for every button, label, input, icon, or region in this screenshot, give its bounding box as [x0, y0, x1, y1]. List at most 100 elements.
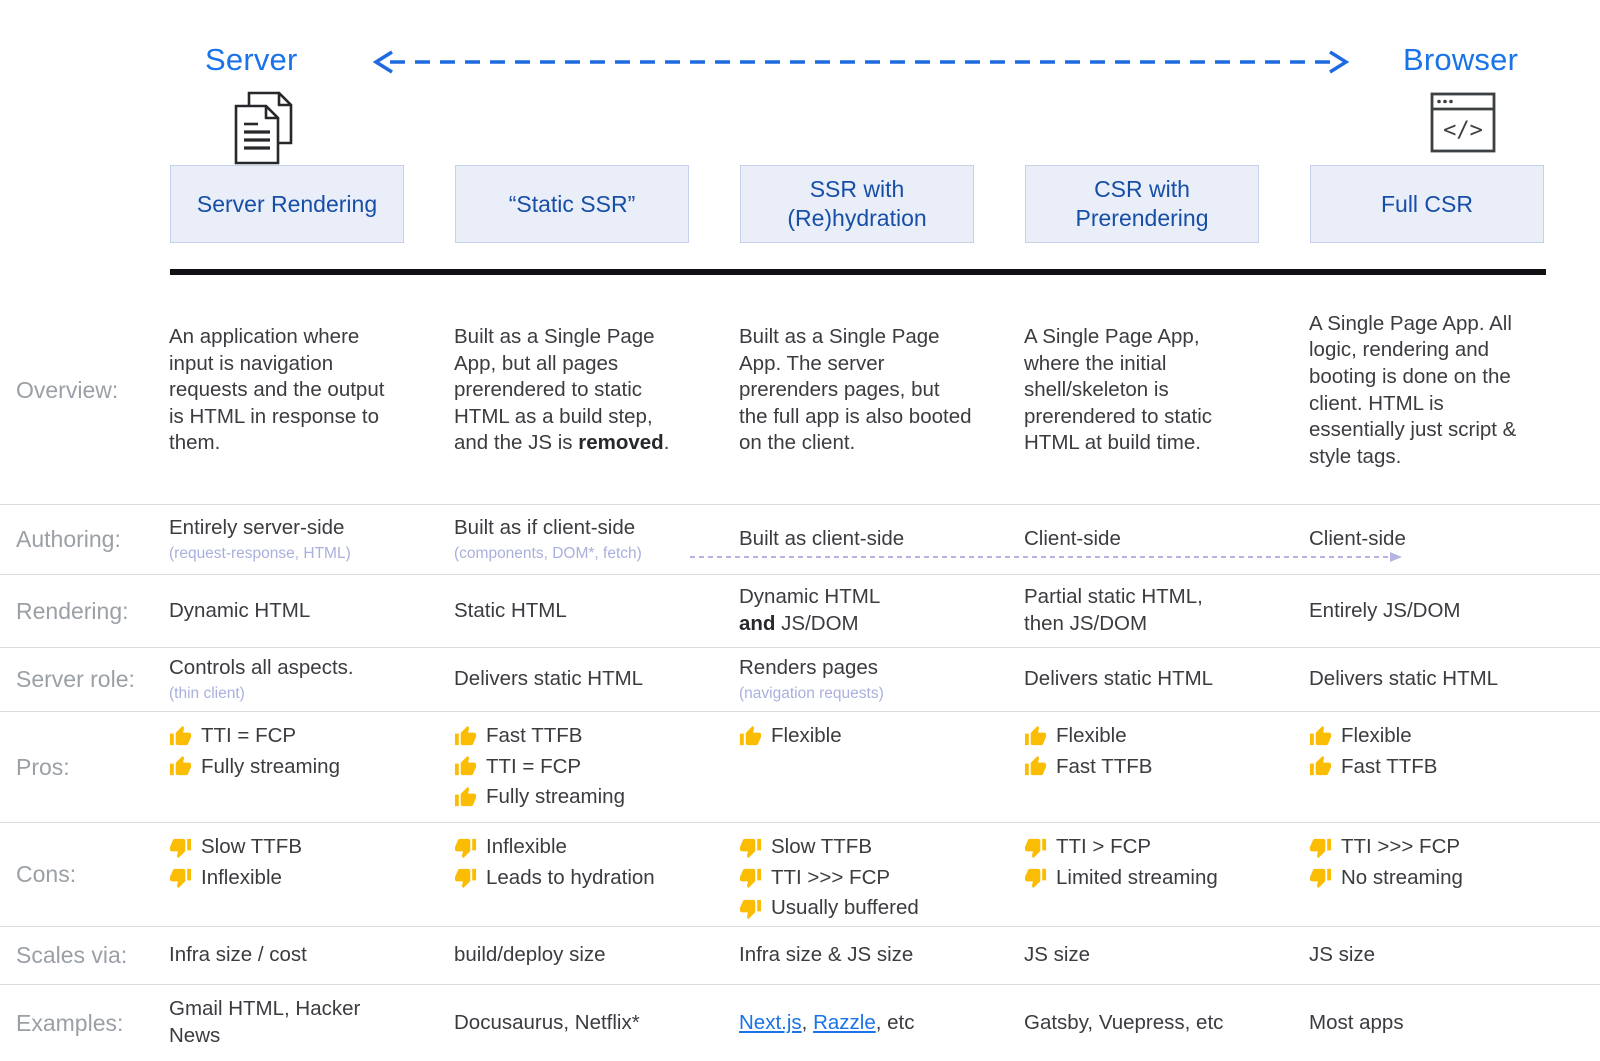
thumb-up-icon [1024, 756, 1047, 776]
con-item: TTI > FCP [1024, 834, 1257, 861]
server-label: Server [205, 42, 298, 77]
row-authoring: Authoring: Entirely server-side (request-… [0, 505, 1600, 575]
thumb-down-icon [739, 899, 762, 920]
con-text: TTI > FCP [1056, 835, 1152, 858]
overview-text: Built as a Single Page App, but all page… [454, 324, 655, 455]
con-text: Leads to hydration [486, 865, 655, 889]
pros-cell: Flexible Fast TTFB [1024, 712, 1309, 784]
pro-item: Fully streaming [454, 784, 687, 811]
nextjs-link[interactable]: Next.js [739, 1010, 802, 1034]
authoring-text: Entirely server-side [169, 516, 345, 540]
razzle-link[interactable]: Razzle [813, 1010, 876, 1034]
scales-cell: JS size [1309, 943, 1376, 967]
column-header-csr-prerendering: CSR with Prerendering [1025, 165, 1259, 243]
server-role-cell: Delivers static HTML [454, 667, 644, 691]
examples-cell: Docusaurus, Netflix* [454, 1010, 640, 1034]
con-item: Slow TTFB [169, 834, 402, 861]
pro-text: Flexible [1341, 724, 1412, 747]
examples-cell: Gmail HTML, Hacker News [169, 997, 361, 1047]
pro-item: Flexible [1309, 723, 1542, 750]
pro-item: TTI = FCP [169, 723, 402, 750]
pro-item: TTI = FCP [454, 754, 687, 781]
thumb-up-icon [1309, 725, 1332, 745]
con-item: Slow TTFB [739, 834, 972, 861]
row-examples: Examples: Gmail HTML, Hacker News Docusa… [0, 985, 1600, 1061]
documents-icon [234, 91, 293, 165]
scales-cell: build/deploy size [454, 943, 606, 967]
row-label-rendering: Rendering: [16, 597, 129, 624]
authoring-cell: Built as client-side [739, 527, 905, 551]
server-role-cell: Renders pages (navigation requests) [739, 655, 1024, 703]
overview-cell: A Single Page App, where the initial she… [1024, 324, 1213, 455]
authoring-cell: Client-side [1309, 527, 1406, 551]
server-browser-arrow [372, 50, 1350, 74]
overview-cell: Built as a Single Page App. The server p… [739, 324, 972, 455]
column-header-full-csr: Full CSR [1310, 165, 1544, 243]
thumb-up-icon [454, 787, 477, 807]
con-item: Inflexible [454, 834, 687, 861]
examples-cell: Gatsby, Vuepress, etc [1024, 1010, 1224, 1034]
rendering-text: then JS/DOM [1024, 612, 1148, 635]
rendering-bold: and [739, 612, 776, 635]
thumb-up-icon [454, 725, 477, 745]
con-item: TTI >>> FCP [1309, 834, 1542, 861]
authoring-note: (request-response, HTML) [169, 545, 351, 563]
server-role-text: Controls all aspects. [169, 656, 354, 680]
pros-cell: TTI = FCP Fully streaming [169, 712, 454, 784]
pro-item: Fast TTFB [1024, 754, 1257, 781]
thumb-down-icon [169, 838, 192, 858]
pro-item: Flexible [739, 723, 972, 750]
row-cons: Cons: Slow TTFB Inflexible Inflexible Le… [0, 823, 1600, 927]
row-label-overview: Overview: [16, 377, 119, 403]
thumb-up-icon [1024, 725, 1047, 745]
pro-text: Fast TTFB [486, 724, 583, 747]
con-item: TTI >>> FCP [739, 865, 972, 892]
con-text: Usually buffered [771, 896, 919, 920]
authoring-text: Built as if client-side [454, 516, 636, 540]
con-item: Limited streaming [1024, 865, 1257, 892]
pro-text: Fully streaming [201, 754, 340, 778]
overview-cell: A Single Page App. All logic, rendering … [1309, 311, 1517, 468]
rendering-cell: Partial static HTML, then JS/DOM [1024, 584, 1309, 637]
thumb-up-icon [169, 725, 192, 745]
row-label-scales-via: Scales via: [16, 942, 128, 968]
con-text: TTI >>> FCP [771, 865, 891, 889]
rendering-text: Dynamic HTML [739, 585, 881, 609]
scales-cell: JS size [1024, 943, 1091, 967]
pro-item: Fast TTFB [1309, 754, 1542, 781]
cons-cell: TTI > FCP Limited streaming [1024, 823, 1309, 895]
pro-text: Flexible [771, 724, 842, 747]
thumb-up-icon [169, 756, 192, 776]
authoring-cell: Built as if client-side (components, DOM*… [454, 515, 739, 563]
server-role-cell: Controls all aspects. (thin client) [169, 655, 454, 703]
pro-text: Flexible [1056, 724, 1127, 747]
pro-text: Fast TTFB [1341, 754, 1438, 778]
pros-cell: Fast TTFB TTI = FCP Fully streaming [454, 712, 739, 815]
row-label-examples: Examples: [16, 1009, 124, 1036]
row-label-pros: Pros: [16, 753, 70, 780]
column-headers: Server Rendering “Static SSR” SSR with (… [170, 165, 1544, 243]
pros-cell: Flexible Fast TTFB [1309, 712, 1594, 784]
client-side-trend-arrow [690, 552, 1402, 562]
authoring-cell: Client-side [1024, 527, 1121, 551]
header-divider-bar [170, 269, 1546, 275]
overview-bold: removed [578, 431, 664, 455]
overview-text: . [663, 431, 670, 455]
code-window-icon: </> [1430, 92, 1496, 153]
thumb-up-icon [1309, 756, 1332, 776]
con-item: No streaming [1309, 865, 1542, 892]
row-label-authoring: Authoring: [16, 526, 121, 552]
scales-cell: Infra size & JS size [739, 943, 914, 967]
thumb-down-icon [454, 869, 477, 889]
pro-text: TTI = FCP [486, 754, 582, 778]
column-header-static-ssr: “Static SSR” [455, 165, 689, 243]
row-label-server-role: Server role: [16, 666, 135, 692]
pro-text: Fully streaming [486, 785, 625, 809]
row-server-role: Server role: Controls all aspects. (thin … [0, 648, 1600, 712]
thumb-up-icon [739, 725, 762, 745]
rendering-text: and JS/DOM [739, 611, 972, 638]
cons-cell: Slow TTFB Inflexible [169, 823, 454, 895]
con-text: No streaming [1341, 865, 1463, 889]
authoring-cell: Entirely server-side (request-response, H… [169, 515, 454, 563]
thumb-down-icon [739, 838, 762, 858]
